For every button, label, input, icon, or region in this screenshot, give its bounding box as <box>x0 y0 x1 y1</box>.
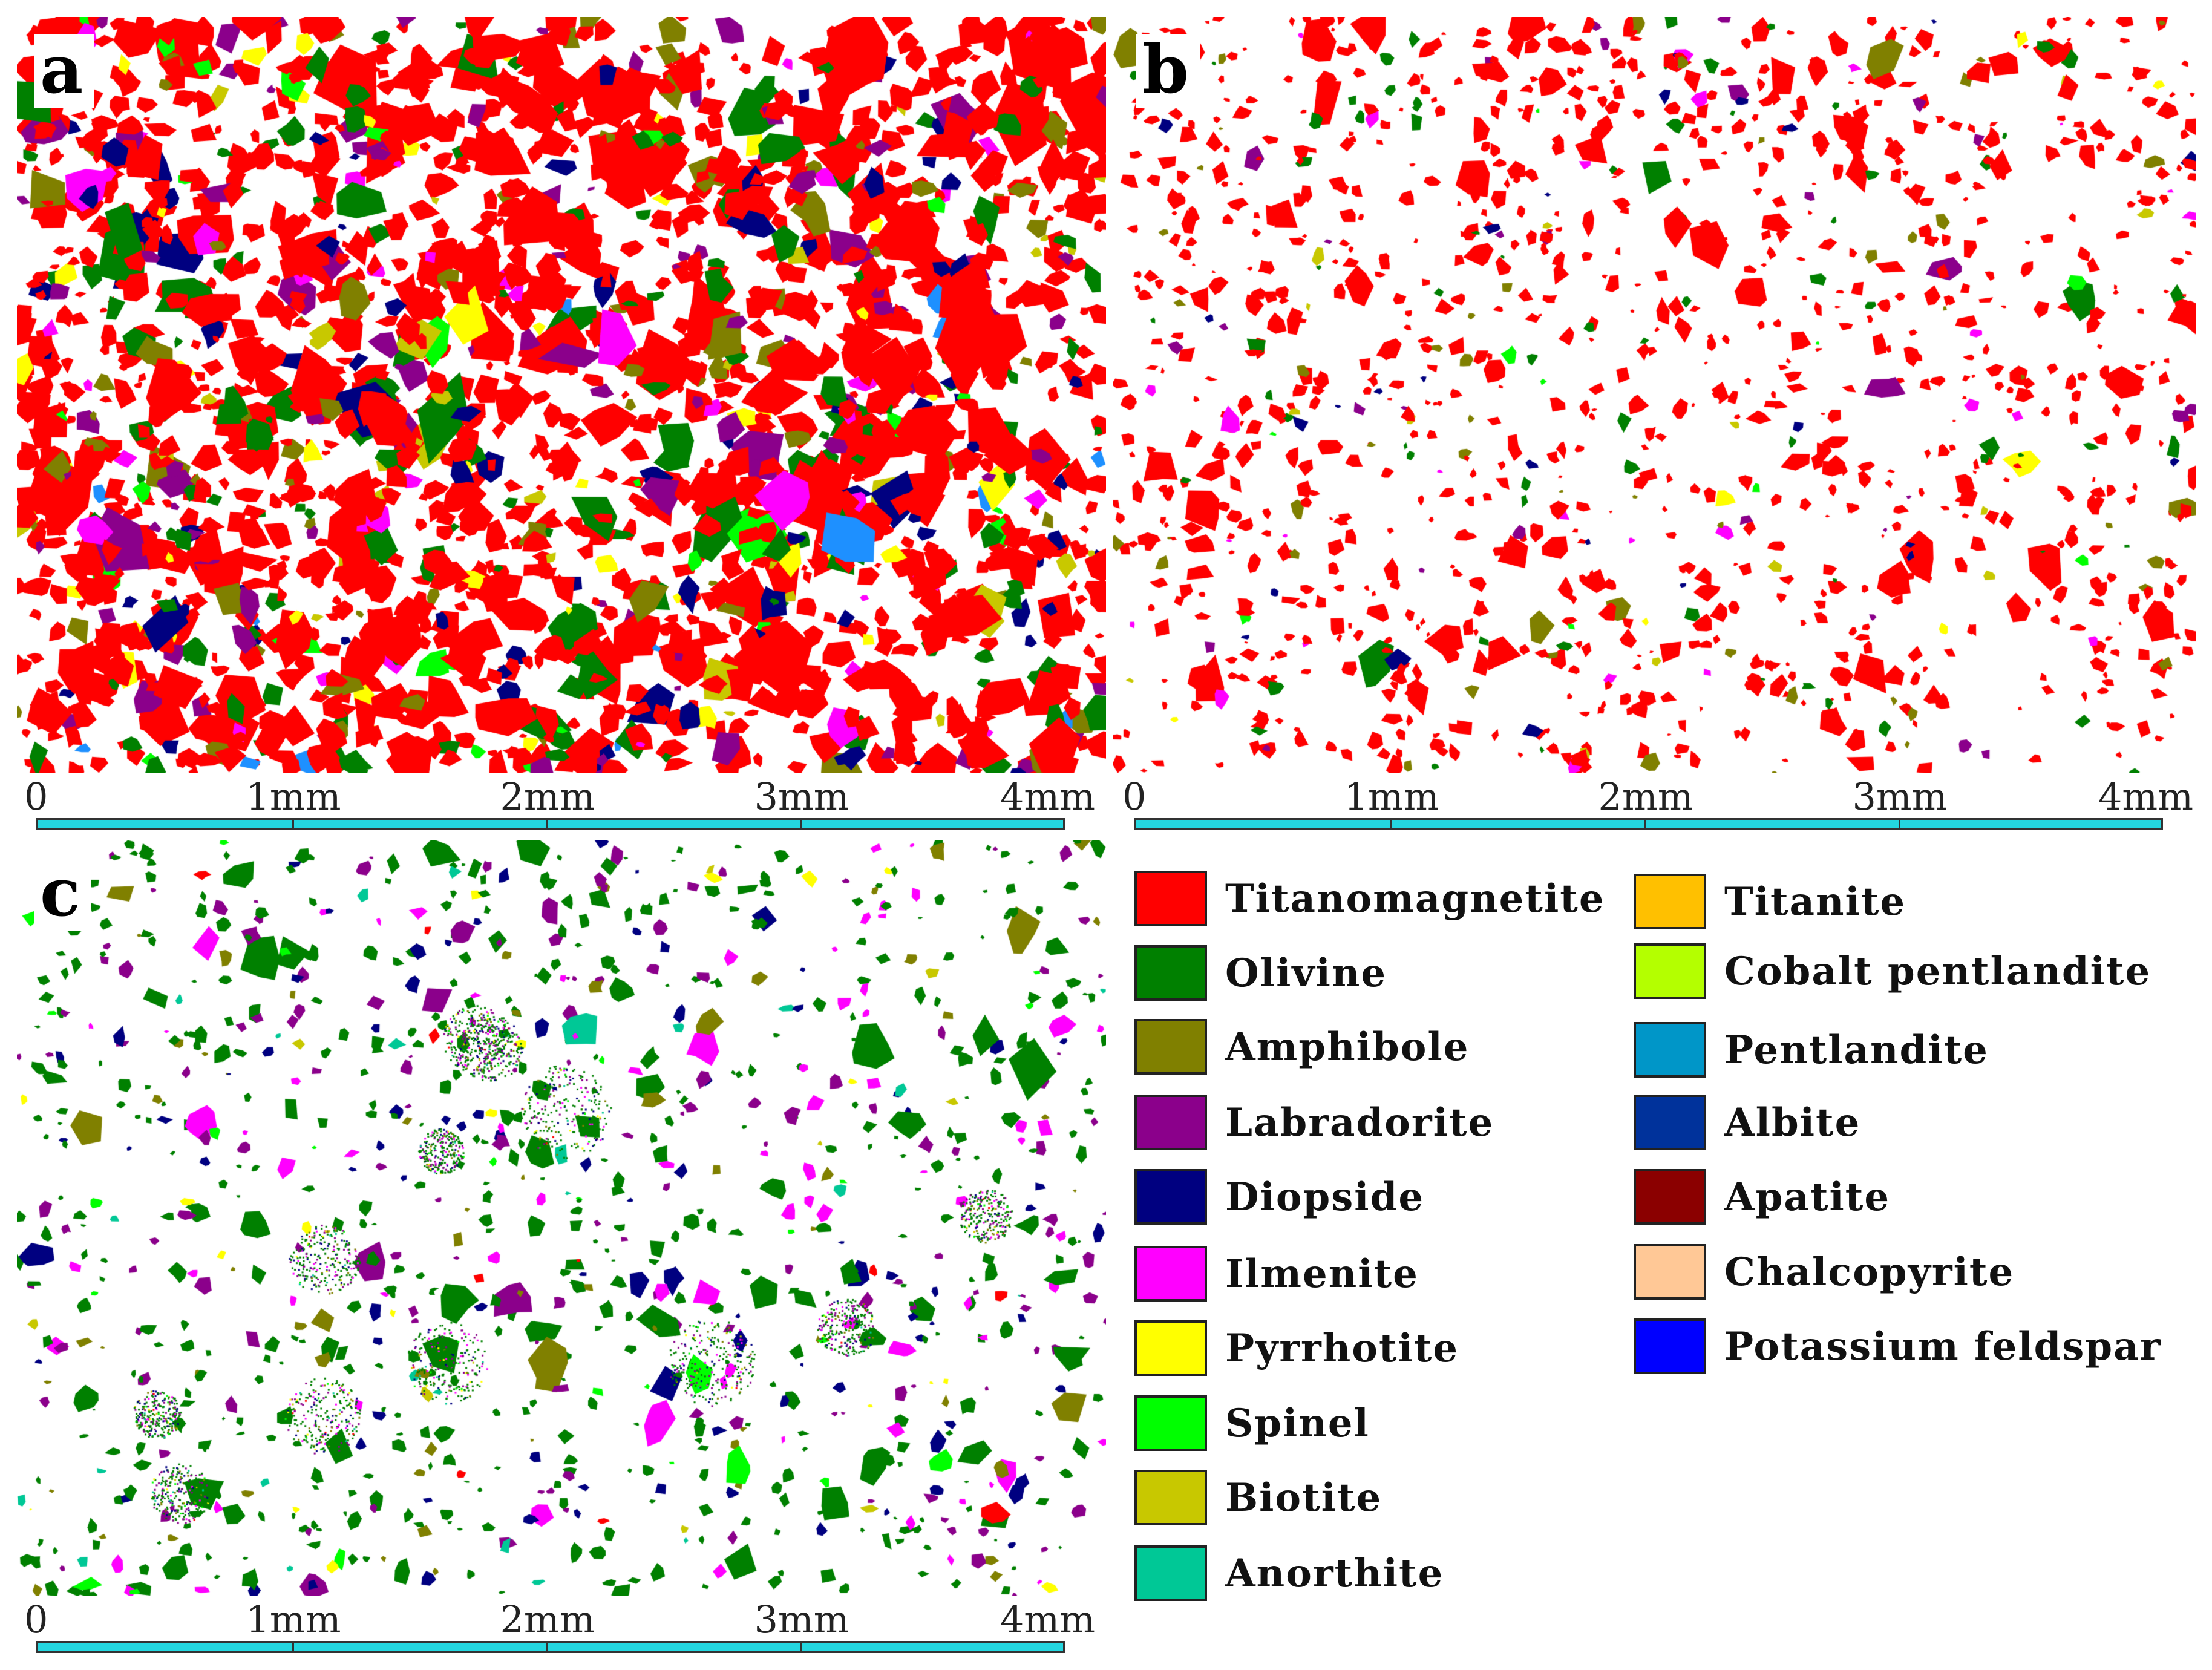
legend-item-olivine: Olivine <box>1134 943 1387 1003</box>
legend-item-spinel: Spinel <box>1134 1393 1370 1453</box>
legend-item-apatite: Apatite <box>1634 1167 1890 1227</box>
legend-swatch <box>1134 1395 1207 1451</box>
scale-tick <box>292 820 294 828</box>
legend-swatch <box>1634 1095 1706 1150</box>
legend-item-pentlandite: Pentlandite <box>1634 1020 1989 1080</box>
scale-label-1mm: 1mm <box>246 1597 341 1642</box>
scale-label-0: 0 <box>1122 774 1147 819</box>
legend-item-potassium-feldspar: Potassium feldspar <box>1634 1316 2161 1377</box>
legend-item-pyrrhotite: Pyrrhotite <box>1134 1318 1459 1378</box>
legend-label: Pentlandite <box>1724 1027 1989 1073</box>
legend-swatch <box>1134 1470 1207 1525</box>
scale-label-2mm: 2mm <box>1598 774 1693 819</box>
legend-item-amphibole: Amphibole <box>1134 1017 1469 1077</box>
mineral-map-panel-c: c <box>17 840 1106 1596</box>
scale-labels-b: 0 1mm 2mm 3mm 4mm <box>1122 774 2193 819</box>
legend-label: Diopside <box>1225 1174 1425 1220</box>
legend-label: Biotite <box>1225 1475 1382 1521</box>
legend-item-diopside: Diopside <box>1134 1167 1424 1227</box>
legend-label: Potassium feldspar <box>1724 1323 2162 1369</box>
legend-label: Titanite <box>1724 879 1906 925</box>
legend-label: Spinel <box>1225 1400 1370 1446</box>
legend-swatch <box>1634 874 1706 929</box>
scale-label-4mm: 4mm <box>1000 1597 1095 1642</box>
panel-label-c: c <box>34 857 91 931</box>
legend-label: Labradorite <box>1225 1099 1494 1145</box>
scale-bar-a: 0 1mm 2mm 3mm 4mm <box>24 774 1095 841</box>
scale-tick <box>1390 820 1392 828</box>
legend-item-ilmenite: Ilmenite <box>1134 1243 1419 1304</box>
scale-bar-rule-a <box>36 818 1065 830</box>
scale-label-4mm: 4mm <box>1000 774 1095 819</box>
scale-bar-b: 0 1mm 2mm 3mm 4mm <box>1122 774 2193 841</box>
scale-tick <box>1644 820 1646 828</box>
legend-swatch <box>1634 1022 1706 1078</box>
legend-item-anorthite: Anorthite <box>1134 1543 1444 1603</box>
scale-label-0: 0 <box>24 774 48 819</box>
legend-item-titanomagnetite: Titanomagnetite <box>1134 868 1605 929</box>
legend-item-biotite: Biotite <box>1134 1467 1382 1528</box>
legend-swatch <box>1634 1318 1706 1374</box>
scale-label-4mm: 4mm <box>2098 774 2193 819</box>
scale-label-3mm: 3mm <box>754 1597 849 1642</box>
legend-swatch <box>1634 1169 1706 1225</box>
mineral-map-panel-a: a <box>17 17 1106 773</box>
legend-swatch <box>1134 1095 1207 1150</box>
scale-label-1mm: 1mm <box>246 774 341 819</box>
scale-label-2mm: 2mm <box>500 774 595 819</box>
legend-item-titanite: Titanite <box>1634 871 1906 932</box>
legend-item-labradorite: Labradorite <box>1134 1092 1494 1153</box>
scale-tick <box>292 1643 294 1651</box>
legend-swatch <box>1134 1320 1207 1376</box>
legend-swatch <box>1134 1545 1207 1601</box>
legend-label: Cobalt pentlandite <box>1724 948 2151 994</box>
scale-tick <box>546 1643 548 1651</box>
legend-label: Apatite <box>1724 1174 1891 1220</box>
mineral-map-a-canvas <box>17 17 1106 773</box>
legend-label: Amphibole <box>1225 1024 1470 1070</box>
scale-tick <box>800 820 802 828</box>
mineral-map-b-canvas <box>1113 17 2196 773</box>
legend-label: Olivine <box>1225 950 1387 996</box>
scale-label-3mm: 3mm <box>1852 774 1948 819</box>
legend-label: Albite <box>1724 1099 1861 1145</box>
legend-label: Ilmenite <box>1225 1251 1419 1297</box>
legend-item-cobalt-pentlandite: Cobalt pentlandite <box>1634 941 2151 1001</box>
legend-swatch <box>1634 1244 1706 1300</box>
scale-labels-a: 0 1mm 2mm 3mm 4mm <box>24 774 1095 819</box>
scale-label-3mm: 3mm <box>754 774 849 819</box>
scale-labels-c: 0 1mm 2mm 3mm 4mm <box>24 1597 1095 1642</box>
mineral-legend: Titanomagnetite Olivine Amphibole Labrad… <box>1125 847 2208 1646</box>
legend-swatch <box>1134 871 1207 926</box>
scale-bar-rule-b <box>1134 818 2163 830</box>
legend-swatch <box>1134 1019 1207 1075</box>
panel-label-a: a <box>34 34 94 108</box>
mineral-map-panel-b: b <box>1113 17 2196 773</box>
legend-swatch <box>1134 1246 1207 1302</box>
legend-item-albite: Albite <box>1634 1092 1860 1153</box>
legend-label: Anorthite <box>1225 1550 1444 1596</box>
scale-label-1mm: 1mm <box>1344 774 1439 819</box>
legend-label: Pyrrhotite <box>1225 1325 1459 1371</box>
legend-swatch <box>1134 945 1207 1001</box>
legend-swatch <box>1634 943 1706 999</box>
scale-tick <box>1899 820 1900 828</box>
scale-bar-rule-c <box>36 1641 1065 1653</box>
scale-tick <box>800 1643 802 1651</box>
panel-label-b: b <box>1136 34 1200 108</box>
scale-label-2mm: 2mm <box>500 1597 595 1642</box>
legend-swatch <box>1134 1169 1207 1225</box>
legend-label: Titanomagnetite <box>1225 876 1605 922</box>
scale-label-0: 0 <box>24 1597 48 1642</box>
legend-label: Chalcopyrite <box>1724 1249 2015 1295</box>
scale-tick <box>546 820 548 828</box>
scale-bar-c: 0 1mm 2mm 3mm 4mm <box>24 1597 1095 1664</box>
legend-item-chalcopyrite: Chalcopyrite <box>1634 1242 2014 1302</box>
mineral-map-c-canvas <box>17 840 1106 1596</box>
